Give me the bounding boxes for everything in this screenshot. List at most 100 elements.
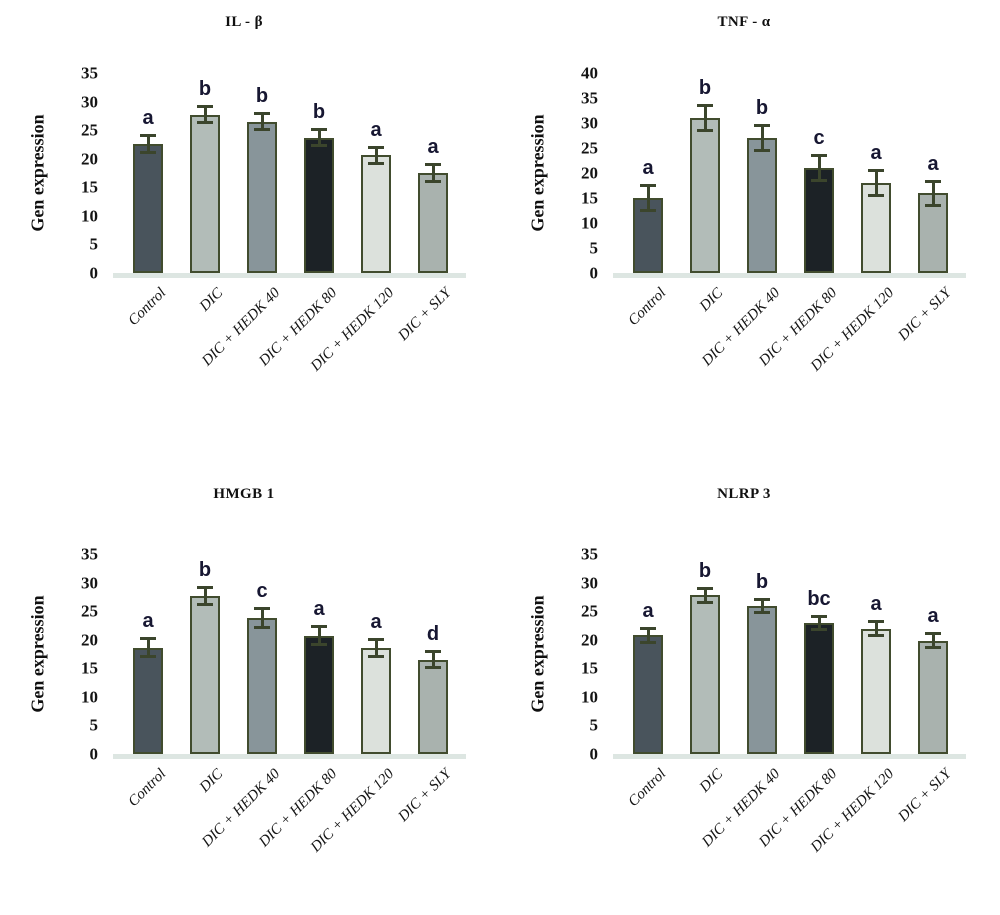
error-bar-cap-top: [368, 637, 384, 641]
x-category-label: DIC + HEDK 80: [256, 285, 341, 370]
significance-letter: a: [427, 135, 439, 158]
x-category-label: DIC + HEDK 80: [756, 766, 841, 851]
chart-panel-il-beta: IL - β Gen expression 35 30 25 20 15 10 5 0 a b b…: [0, 0, 500, 470]
error-bar-cap-bottom: [868, 634, 884, 638]
significance-letter: b: [755, 97, 769, 119]
error-bar-cap-top: [925, 179, 941, 183]
error-bar-cap-bottom: [640, 640, 656, 644]
significance-letter: b: [698, 77, 712, 99]
error-bar: [646, 185, 650, 211]
significance-letter: a: [642, 157, 654, 179]
error-bar-cap-bottom: [197, 121, 213, 125]
y-tick-label: 20: [81, 630, 98, 650]
y-tick-label: 15: [581, 188, 598, 208]
bar: [633, 635, 663, 754]
error-bar-cap-bottom: [140, 655, 156, 659]
error-bar: [146, 638, 150, 658]
bar: [247, 618, 277, 754]
error-bar-cap-bottom: [925, 203, 941, 207]
x-axis-baseline: [613, 754, 966, 759]
chart-panel-hmgb1: HMGB 1 Gen expression 35 30 25 20 15 10 5 0 a b c…: [0, 470, 500, 915]
bar: [804, 168, 834, 273]
error-bar-cap-top: [640, 626, 656, 630]
chart-panel-nlrp3: NLRP 3 Gen expression 35 30 25 20 15 10 5 0 a b b…: [500, 470, 1000, 915]
x-category-label: DIC + HEDK 120: [807, 285, 898, 375]
error-bar: [646, 627, 650, 643]
y-tick-label: 0: [89, 744, 99, 764]
y-tick-label: 35: [581, 88, 598, 108]
significance-letter: a: [927, 152, 939, 175]
error-bar-cap-top: [368, 145, 384, 149]
y-tick-label: 25: [581, 601, 598, 621]
bar: [690, 118, 720, 273]
error-bar-cap-top: [425, 162, 441, 166]
error-bar: [146, 134, 150, 153]
significance-letter: b: [198, 78, 212, 101]
significance-letter: a: [642, 599, 654, 622]
error-bar-cap-bottom: [811, 628, 827, 631]
bar: [304, 137, 334, 273]
x-category-label: DIC: [696, 766, 727, 796]
y-axis-label: Gen expression: [527, 595, 548, 713]
error-bar-cap-bottom: [868, 194, 884, 197]
y-tick-label: 10: [81, 687, 98, 707]
error-bar-cap-bottom: [754, 611, 770, 615]
error-bar-cap-bottom: [311, 144, 327, 148]
x-category-label: DIC: [196, 285, 227, 315]
error-bar: [874, 621, 878, 637]
y-tick-label: 5: [89, 234, 99, 254]
error-bar: [874, 170, 878, 196]
error-bar-cap-bottom: [140, 151, 156, 154]
x-category-label: DIC + SLY: [895, 766, 955, 825]
x-category-label: DIC + SLY: [395, 285, 455, 344]
error-bar-cap-top: [254, 112, 270, 115]
significance-letter: a: [370, 118, 382, 141]
error-bar-cap-bottom: [254, 128, 270, 132]
x-category-label: DIC + HEDK 120: [807, 766, 898, 856]
bar: [247, 121, 277, 273]
y-tick-label: 5: [89, 715, 99, 735]
bar: [133, 647, 163, 754]
error-bar-cap-bottom: [811, 179, 827, 182]
bar: [804, 623, 834, 754]
error-bar: [317, 626, 321, 646]
significance-letter: a: [142, 106, 154, 129]
error-bar: [260, 113, 264, 131]
error-bar-cap-top: [425, 650, 441, 654]
chart-title: HMGB 1: [213, 486, 275, 502]
y-tick-label: 15: [581, 658, 598, 678]
y-tick-label: 0: [589, 744, 599, 764]
y-tick-label: 20: [81, 149, 98, 169]
error-bar-cap-top: [140, 637, 156, 640]
x-category-label: DIC + HEDK 40: [199, 766, 284, 851]
significance-letter: d: [426, 623, 440, 646]
x-category-label: DIC + HEDK 120: [307, 766, 398, 856]
error-bar: [203, 106, 207, 124]
x-category-label: Control: [125, 766, 170, 810]
bar: [747, 606, 777, 754]
chart-title: NLRP 3: [717, 486, 771, 502]
bar: [918, 640, 948, 754]
y-tick-label: 25: [581, 138, 598, 158]
bar: [190, 596, 220, 754]
x-axis-baseline: [113, 754, 466, 759]
x-category-label: DIC: [196, 766, 227, 796]
bar: [304, 635, 334, 754]
error-bar-cap-top: [811, 154, 827, 157]
error-bar-cap-top: [754, 597, 770, 601]
y-tick-label: 30: [81, 573, 98, 593]
error-bar-cap-top: [640, 184, 656, 187]
error-bar-cap-bottom: [368, 654, 384, 658]
error-bar-cap-top: [697, 104, 713, 107]
y-tick-label: 25: [81, 601, 98, 621]
chart-panel-tnf-alpha: TNF - α Gen expression 40 35 30 25 20 15 10 5 0 …: [500, 0, 1000, 470]
x-category-label: DIC + HEDK 120: [307, 285, 398, 375]
error-bar-cap-top: [811, 615, 827, 619]
error-bar-cap-top: [754, 124, 770, 127]
chart-title: TNF - α: [717, 14, 771, 30]
y-tick-label: 25: [81, 120, 98, 140]
error-bar-cap-bottom: [697, 600, 713, 604]
error-bar-cap-bottom: [697, 129, 713, 132]
